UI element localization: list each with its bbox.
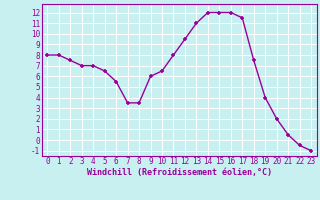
X-axis label: Windchill (Refroidissement éolien,°C): Windchill (Refroidissement éolien,°C) bbox=[87, 168, 272, 177]
